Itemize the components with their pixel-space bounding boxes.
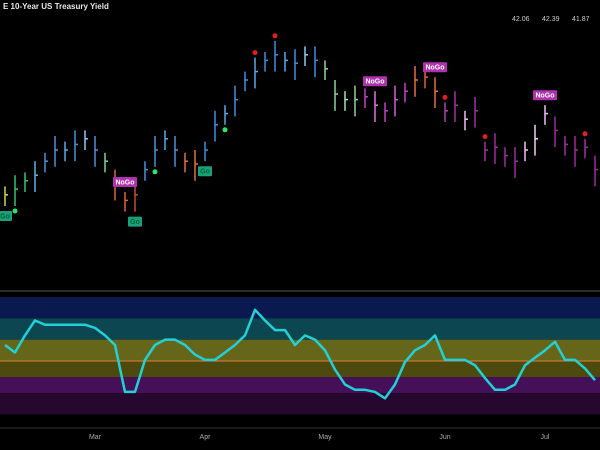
signal-dot: [482, 134, 488, 140]
annotation-label: NoGo: [425, 65, 444, 72]
annotation-box: [0, 211, 12, 221]
x-tick-label: May: [318, 434, 332, 441]
annotation-label: Go: [0, 213, 10, 220]
oscillator-band: [0, 377, 600, 393]
annotation-box: [533, 90, 557, 101]
signal-dot: [442, 94, 448, 100]
legend-value: 42.39: [542, 16, 560, 23]
annotation-label: NoGo: [365, 79, 384, 86]
signal-dot: [222, 127, 228, 133]
oscillator-line: [4, 308, 596, 400]
annotation-label: NoGo: [115, 179, 134, 186]
annotation-label: NoGo: [535, 93, 554, 100]
oscillator-band: [0, 361, 600, 377]
x-tick-label: Jun: [439, 434, 450, 441]
chart-title: E 10-Year US Treasury Yield: [3, 2, 109, 11]
annotation-box: [423, 62, 447, 73]
annotation-box: [363, 76, 387, 87]
signal-dot: [582, 131, 588, 137]
annotation-box: [128, 216, 142, 227]
signal-dot: [252, 50, 258, 56]
x-tick-label: Apr: [200, 434, 212, 441]
signal-dot: [152, 169, 158, 175]
legend-value: 42.06: [512, 16, 530, 23]
oscillator-band: [0, 339, 600, 361]
oscillator-band: [0, 393, 600, 415]
annotation-label: Go: [200, 169, 210, 176]
legend-value: 41.87: [572, 16, 590, 23]
annotation-box: [113, 177, 137, 187]
x-tick-label: Mar: [89, 434, 102, 441]
oscillator-band: [0, 318, 600, 340]
annotation-box: [198, 166, 212, 177]
x-tick-label: Jul: [541, 434, 550, 441]
signal-dot: [12, 208, 18, 214]
signal-dot: [272, 33, 278, 39]
oscillator-band: [0, 297, 600, 319]
annotation-label: Go: [130, 219, 140, 226]
